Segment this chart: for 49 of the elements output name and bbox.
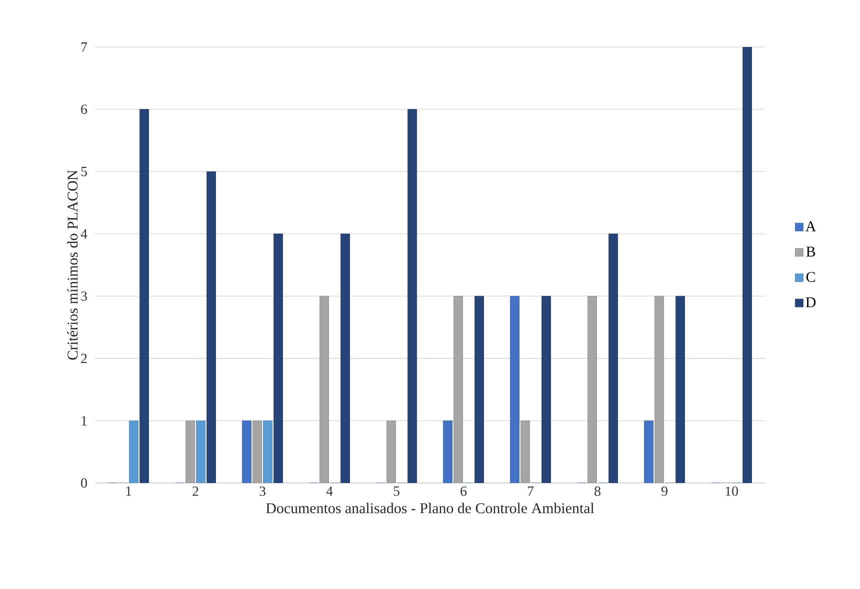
y-tick-label: 1 [82, 416, 87, 426]
bar [129, 420, 138, 483]
legend-label: C [806, 272, 815, 282]
bar [140, 109, 149, 483]
y-tick-label: 0 [81, 478, 87, 488]
x-tick-label: 4 [326, 486, 333, 496]
bar [520, 420, 530, 483]
bar [644, 420, 654, 483]
bar [608, 234, 618, 483]
x-tick-label: 9 [661, 486, 668, 496]
x-tick-label: 10 [726, 486, 738, 496]
x-tick-label: 7 [528, 486, 534, 496]
bar [252, 420, 262, 483]
y-tick-label: 2 [81, 354, 87, 364]
x-axis-title: Documentos analisados - Plano de Controle Ambiental [266, 502, 594, 514]
y-tick-label: 3 [81, 291, 87, 301]
bar [408, 109, 417, 483]
y-tick-label: 7 [81, 42, 88, 52]
x-tick-label: 6 [460, 486, 467, 496]
bar [340, 234, 350, 483]
bar [274, 234, 283, 483]
bar [242, 420, 252, 483]
legend-label: A [806, 221, 816, 232]
legend-label: B [806, 246, 816, 257]
bar [588, 296, 597, 483]
x-tick-label: 5 [394, 486, 400, 496]
bar [474, 296, 484, 483]
bar [196, 420, 206, 483]
bar [510, 296, 520, 483]
bar [206, 171, 216, 483]
bar [654, 296, 664, 483]
bar [742, 47, 752, 483]
bar [186, 420, 195, 483]
bar [676, 296, 685, 483]
y-tick-label: 5 [81, 166, 87, 176]
x-tick-label: 1 [126, 486, 132, 496]
x-tick-label: 2 [192, 486, 198, 496]
y-tick-label: 4 [80, 229, 88, 238]
y-tick-label: 6 [81, 104, 88, 114]
legend-label: D [806, 297, 816, 308]
bar [386, 420, 396, 483]
x-tick-label: 3 [260, 486, 266, 496]
bar [320, 296, 329, 483]
bar [263, 420, 272, 483]
y-axis-title: Critérios mínimos do PLACON [67, 170, 78, 360]
x-tick-label: 8 [594, 486, 600, 496]
bar [454, 296, 463, 483]
bar [443, 420, 452, 483]
bar [542, 296, 551, 483]
